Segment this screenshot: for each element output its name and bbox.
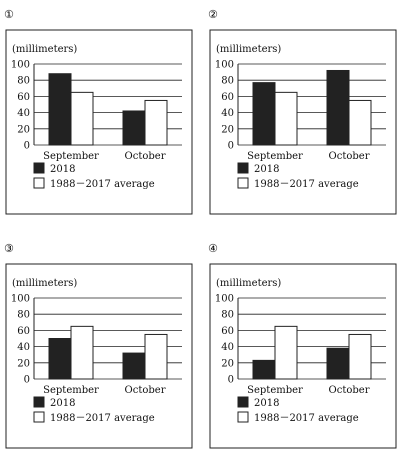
bar-chart-svg: ④ (millimeters) 0 20 40 60 80 100 September Octob… [208,242,397,449]
x-category-label: October [329,385,370,396]
y-tick-label: 60 [17,92,30,103]
bar-average-october [144,333,168,380]
chart-frame [5,29,193,215]
y-axis-label: (millimeters) [216,278,281,289]
bar-2018-october [326,347,350,380]
legend-label: 1988－2017 average [254,413,359,424]
panel-number-label: ① [4,8,14,21]
y-axis-label: (millimeters) [12,278,77,289]
x-category-label: October [125,151,166,162]
legend-swatch [237,162,249,174]
panel-number-label: ③ [4,242,14,255]
y-tick-label: 80 [17,76,30,87]
x-category-label: September [247,151,303,162]
bar-2018-october [122,352,146,380]
bar-2018-october [326,69,350,146]
chart-panel-1: ① (millimeters) 0 20 40 60 80 100 September Octob… [0,0,200,220]
y-tick-label: 0 [228,141,234,152]
legend-swatch [237,411,249,423]
legend-label: 2018 [254,398,279,409]
y-tick-label: 20 [17,124,30,135]
bar-2018-september [48,338,72,380]
legend-label: 1988－2017 average [50,413,155,424]
x-category-label: September [43,385,99,396]
y-axis-label: (millimeters) [216,44,281,55]
bar-average-september [274,91,298,146]
legend-label: 1988－2017 average [50,179,155,190]
y-tick-label: 20 [221,124,234,135]
y-tick-label: 60 [17,326,30,337]
bar-chart-svg: ③ (millimeters) 0 20 40 60 80 100 September Octob… [4,242,193,449]
y-tick-label: 80 [17,310,30,321]
panel-number-label: ② [208,8,218,21]
chart-frame [209,29,397,215]
legend-label: 2018 [50,398,75,409]
bar-average-september [70,325,94,380]
y-tick-label: 100 [215,60,234,71]
y-tick-label: 80 [221,310,234,321]
y-tick-label: 20 [221,358,234,369]
y-tick-label: 60 [221,92,234,103]
chart-panel-2: ② (millimeters) 0 20 40 60 80 100 September Octob… [204,0,400,220]
legend-swatch [33,162,45,174]
bar-average-october [348,99,372,146]
y-tick-label: 40 [221,342,234,353]
x-category-label: September [43,151,99,162]
y-tick-label: 40 [17,108,30,119]
bar-2018-september [252,359,276,380]
bar-average-october [144,99,168,146]
legend-label: 2018 [50,164,75,175]
bar-chart-svg: ② (millimeters) 0 20 40 60 80 100 September Octob… [208,8,397,215]
x-category-label: September [247,385,303,396]
y-tick-label: 0 [24,375,30,386]
y-axis-label: (millimeters) [12,44,77,55]
chart-panel-4: ④ (millimeters) 0 20 40 60 80 100 September Octob… [204,234,400,454]
y-tick-label: 40 [17,342,30,353]
y-tick-label: 0 [24,141,30,152]
legend-swatch [33,411,45,423]
legend-swatch [33,396,45,408]
y-tick-label: 80 [221,76,234,87]
x-category-label: October [329,151,370,162]
bar-average-september [70,91,94,146]
legend-swatch [237,396,249,408]
chart-panel-3: ③ (millimeters) 0 20 40 60 80 100 September Octob… [0,234,200,454]
bar-2018-september [252,82,276,146]
y-tick-label: 0 [228,375,234,386]
y-tick-label: 60 [221,326,234,337]
legend-label: 1988－2017 average [254,179,359,190]
y-tick-label: 40 [221,108,234,119]
y-tick-label: 20 [17,358,30,369]
y-tick-label: 100 [11,60,30,71]
bar-average-october [348,333,372,380]
legend-swatch [237,177,249,189]
legend-label: 2018 [254,164,279,175]
bar-average-september [274,325,298,380]
legend-swatch [33,177,45,189]
bar-chart-svg: ① (millimeters) 0 20 40 60 80 100 September Octob… [4,8,193,215]
y-tick-label: 100 [11,294,30,305]
bar-2018-september [48,73,72,146]
panel-number-label: ④ [208,242,218,255]
x-category-label: October [125,385,166,396]
bar-2018-october [122,110,146,146]
y-tick-label: 100 [215,294,234,305]
